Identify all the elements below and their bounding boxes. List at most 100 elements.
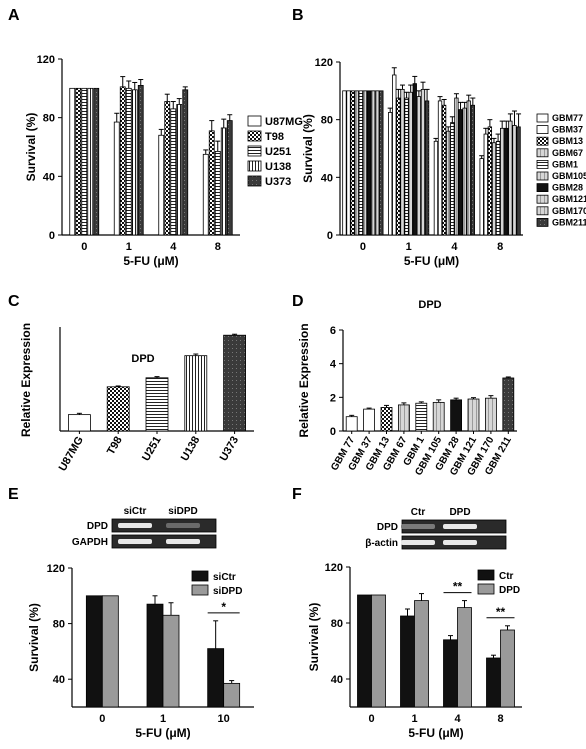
blot-row-label-E: GAPDH (72, 537, 108, 548)
bar-B-GBM105-0 (362, 90, 368, 236)
blot-band-F (401, 524, 435, 529)
legend-label-F: Ctr (499, 571, 514, 582)
y-tick-label-E: 40 (53, 674, 65, 686)
bar-C-U87MG (68, 414, 91, 432)
legend-swatch-A (247, 145, 262, 157)
blot-row-label-F: DPD (377, 522, 398, 533)
bar-B-GBM105-8 (500, 127, 505, 236)
x-tick-label-A: 4 (170, 241, 177, 253)
blot-lane-label-F: DPD (449, 507, 470, 518)
x-tick-label-B: 8 (497, 241, 503, 253)
y-axis-label-B: Survival (%) (301, 114, 315, 183)
y-axis-label-C: Relative Expression (19, 323, 33, 437)
y-tick-label-B: 80 (321, 115, 333, 127)
bar-D-GBM77 (345, 416, 358, 432)
bar-B-GBM77-0 (342, 90, 347, 236)
blot-band-F (443, 540, 477, 545)
legend-label-B: GBM1 (552, 159, 578, 169)
bar-B-GBM28-4 (458, 109, 463, 236)
bar-B-GBM211-8 (516, 126, 521, 236)
x-tick-label-B: 0 (360, 241, 366, 253)
blot-strip-E (111, 518, 217, 533)
bar-A-U138-4 (176, 104, 183, 236)
bar-F-DPD-8 (500, 629, 515, 708)
panel-letter-D: D (292, 293, 304, 310)
legend-swatch-B (536, 217, 549, 227)
blot-band-E (166, 539, 200, 544)
x-tick-label-A: 0 (81, 241, 87, 253)
blot-band-E (118, 539, 152, 544)
y-tick-label-D: 4 (330, 359, 337, 371)
panel-letter-E: E (8, 486, 19, 503)
bar-A-U87MG-8 (202, 153, 209, 236)
blot-lane-label-F: Ctr (411, 507, 426, 518)
panel-letter-A: A (8, 7, 20, 24)
legend-swatch-A (247, 130, 262, 142)
bar-A-T98-0 (75, 87, 82, 236)
legend-swatch-F (477, 569, 495, 581)
bar-B-GBM211-1 (424, 100, 430, 236)
blot-band-F (401, 540, 435, 545)
x-tick-label-C: U251 (140, 435, 164, 464)
x-tick-label-F: 4 (454, 713, 461, 725)
x-axis-label-F: 5-FU (μM) (408, 726, 463, 740)
bar-A-T98-4 (164, 101, 171, 236)
y-tick-label-A: 0 (49, 230, 55, 242)
bar-A-U373-8 (226, 120, 233, 236)
bar-B-GBM28-8 (504, 127, 509, 236)
y-tick-label-F: 80 (331, 618, 343, 630)
bar-B-GBM28-1 (412, 83, 417, 236)
significance-label-F: ** (453, 580, 463, 594)
bar-F-Ctr-0 (357, 594, 372, 708)
x-tick-label-B: 4 (451, 241, 458, 253)
bar-B-GBM170-4 (466, 100, 471, 236)
bar-B-GBM67-0 (354, 90, 359, 236)
bar-D-GBM67 (397, 404, 410, 432)
bar-F-Ctr-1 (400, 615, 415, 708)
x-tick-label-C: U87MG (57, 435, 86, 474)
x-tick-label-C: T98 (105, 435, 125, 457)
legend-label-B: GBM77 (552, 113, 583, 123)
panel-letter-B: B (292, 7, 304, 24)
y-tick-label-F: 40 (331, 674, 343, 686)
bar-B-GBM37-1 (392, 74, 397, 236)
legend-swatch-F (477, 583, 495, 595)
legend-swatch-B (536, 159, 549, 169)
x-tick-label-A: 1 (126, 241, 132, 253)
significance-label-E: * (221, 600, 226, 614)
bar-F-Ctr-8 (486, 657, 501, 708)
bar-C-U373 (223, 334, 247, 432)
x-tick-label-F: 8 (497, 713, 503, 725)
bar-B-GBM121-8 (508, 120, 513, 236)
x-axis-label-B: 5-FU (μM) (404, 254, 459, 268)
bar-B-GBM170-8 (512, 125, 517, 236)
y-tick-label-A: 120 (37, 54, 55, 66)
blot-lane-label-E: siDPD (168, 506, 197, 517)
bar-A-U251-8 (214, 150, 221, 236)
y-tick-label-F: 120 (325, 562, 343, 574)
bar-B-GBM211-0 (379, 90, 384, 236)
bar-E-siDPD-1 (162, 614, 180, 708)
bar-B-GBM1-1 (404, 97, 409, 236)
bar-D-GBM121 (467, 398, 480, 432)
bar-B-GBM13-0 (350, 90, 355, 236)
legend-label-B: GBM121 (552, 194, 586, 204)
bar-A-U251-0 (81, 87, 88, 236)
legend-swatch-B (536, 148, 549, 158)
bar-B-GBM37-0 (346, 90, 351, 236)
y-axis-label-A: Survival (%) (24, 113, 38, 182)
bar-B-GBM67-4 (446, 130, 451, 236)
y-axis-label-F: Survival (%) (307, 603, 321, 672)
bar-B-GBM37-8 (483, 133, 488, 236)
bar-D-GBM37 (363, 408, 376, 432)
legend-swatch-B (536, 206, 549, 216)
bar-B-GBM37-4 (437, 100, 443, 236)
bar-B-GBM121-1 (416, 96, 422, 236)
bar-B-GBM105-4 (454, 97, 459, 236)
bar-B-GBM77-1 (388, 112, 393, 236)
y-tick-label-A: 80 (43, 113, 55, 125)
blot-strip-E (111, 534, 217, 549)
bar-B-GBM211-4 (470, 104, 475, 236)
bar-B-GBM28-0 (366, 90, 372, 236)
y-tick-label-D: 2 (330, 392, 336, 404)
